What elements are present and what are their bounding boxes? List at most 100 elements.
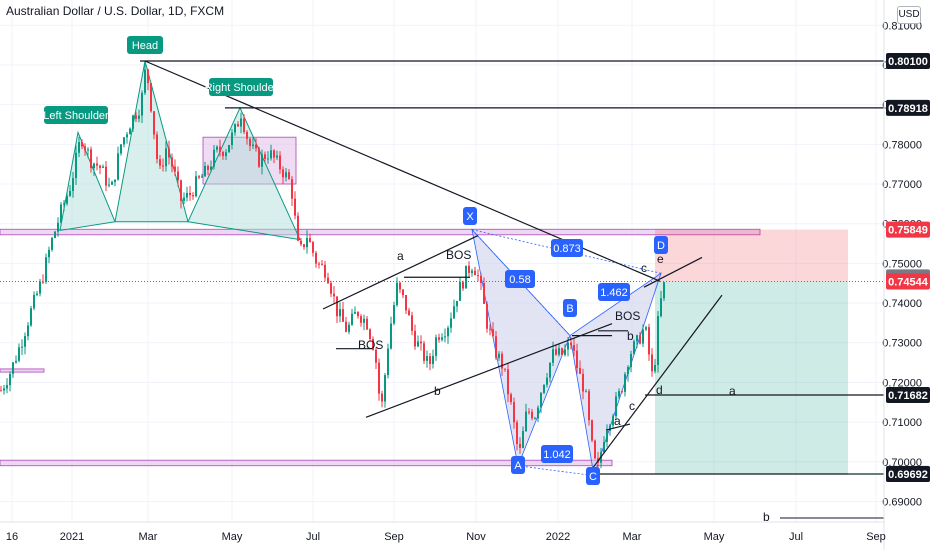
candle-body bbox=[576, 350, 578, 369]
y-tick-label: 0.78000 bbox=[882, 139, 922, 151]
candle-body bbox=[60, 204, 62, 223]
candle-body bbox=[45, 257, 47, 282]
candle-body bbox=[309, 238, 311, 243]
harmonic-c-label-bg bbox=[586, 467, 600, 485]
candle-body bbox=[144, 69, 146, 93]
candle-body bbox=[111, 181, 113, 185]
candle-body bbox=[279, 155, 281, 170]
candle-body bbox=[264, 154, 266, 159]
candle-body bbox=[450, 318, 452, 328]
ratio-abc-label-bg bbox=[541, 445, 573, 463]
candle-body bbox=[456, 300, 458, 307]
candle-body bbox=[540, 392, 542, 408]
candle-body bbox=[183, 197, 185, 201]
harmonic-b-label: B bbox=[566, 303, 573, 315]
candle-body bbox=[165, 148, 167, 167]
candle-body bbox=[396, 282, 398, 306]
support-zone bbox=[0, 459, 613, 467]
harmonic-a-label: A bbox=[514, 460, 522, 472]
price-label-text: 0.75849 bbox=[888, 225, 928, 237]
candle-body bbox=[501, 353, 503, 369]
candle-body bbox=[99, 165, 101, 168]
resistance-zone bbox=[0, 228, 761, 236]
candle-body bbox=[201, 176, 203, 178]
candle-body bbox=[159, 159, 161, 166]
candle-body bbox=[192, 195, 194, 197]
candle-body bbox=[504, 368, 506, 370]
x-tick-label: Jul bbox=[306, 531, 320, 543]
candle-body bbox=[429, 356, 431, 364]
candle-body bbox=[390, 323, 392, 349]
candle-body bbox=[315, 252, 317, 264]
candle-body bbox=[420, 341, 422, 344]
candle-body bbox=[258, 148, 260, 167]
candle-body bbox=[93, 163, 95, 169]
price-label: 0.80100 bbox=[886, 53, 930, 69]
harmonic-c-label: C bbox=[589, 471, 597, 483]
candle-body bbox=[213, 149, 215, 167]
candle-body bbox=[48, 249, 50, 258]
candle-body bbox=[219, 146, 221, 152]
harmonic-xab bbox=[471, 228, 571, 468]
candle-body bbox=[453, 306, 455, 319]
x-tick-label: 2021 bbox=[60, 531, 84, 543]
bos-label-left: BOS bbox=[358, 338, 383, 352]
channel-upper-line bbox=[322, 235, 479, 310]
y-tick-label: 0.72000 bbox=[882, 377, 922, 389]
candle-body bbox=[66, 195, 68, 204]
candle-body bbox=[36, 293, 38, 295]
currency-badge[interactable]: USD bbox=[897, 6, 921, 24]
y-tick-label: 0.73000 bbox=[882, 338, 922, 350]
candle-body bbox=[414, 330, 416, 347]
candle-body bbox=[435, 337, 437, 356]
price-label-bg bbox=[886, 221, 930, 238]
ascending-support-line bbox=[589, 294, 723, 473]
candle-body bbox=[117, 153, 119, 180]
candle-body bbox=[405, 295, 407, 311]
candle-body bbox=[132, 115, 134, 129]
candle-body bbox=[33, 294, 35, 309]
candle-body bbox=[297, 215, 299, 241]
ratio-xab-label: 0.58 bbox=[509, 274, 530, 286]
candle-body bbox=[627, 366, 629, 375]
candle-body bbox=[126, 134, 128, 138]
bos-label-mid: BOS bbox=[446, 248, 471, 262]
candle-body bbox=[75, 152, 77, 179]
wave-label-a-left: a bbox=[397, 249, 404, 263]
candle-body bbox=[459, 282, 461, 301]
price-label-bg bbox=[886, 53, 930, 69]
candle-body bbox=[522, 431, 524, 448]
chart-title: Australian Dollar / U.S. Dollar, 1D, FXC… bbox=[6, 4, 225, 18]
candle-body bbox=[441, 337, 443, 340]
ratio-bcd-label: 1.462 bbox=[600, 287, 628, 299]
candle-body bbox=[177, 171, 179, 181]
candle-body bbox=[387, 348, 389, 376]
candle-body bbox=[528, 411, 530, 413]
candle-body bbox=[102, 166, 104, 168]
candle-body bbox=[468, 265, 470, 274]
price-label: 0.69692 bbox=[886, 466, 930, 482]
candle-body bbox=[12, 362, 14, 374]
wedge-upper-line bbox=[643, 256, 703, 288]
x-tick-label: Jul bbox=[789, 531, 803, 543]
ratio-xab-label-bg bbox=[505, 270, 535, 288]
candle-body bbox=[171, 157, 173, 167]
y-tick-label: 0.71000 bbox=[882, 417, 922, 429]
candle-body bbox=[27, 325, 29, 337]
candle-body bbox=[507, 369, 509, 395]
candle-body bbox=[498, 353, 500, 358]
candle-body bbox=[384, 375, 386, 402]
candle-body bbox=[90, 149, 92, 169]
candle-body bbox=[432, 355, 434, 364]
ratio-xd-label: 0.873 bbox=[553, 243, 581, 255]
harmonic-a-label-bg bbox=[511, 456, 525, 474]
candle-body bbox=[267, 158, 269, 160]
harmonic-x-label-bg bbox=[463, 207, 477, 225]
candle-body bbox=[513, 402, 515, 423]
ratio-abc-label: 1.042 bbox=[543, 449, 571, 461]
candle-body bbox=[42, 281, 44, 283]
wave-label-b-right: b bbox=[627, 329, 634, 343]
candle-body bbox=[6, 385, 8, 389]
